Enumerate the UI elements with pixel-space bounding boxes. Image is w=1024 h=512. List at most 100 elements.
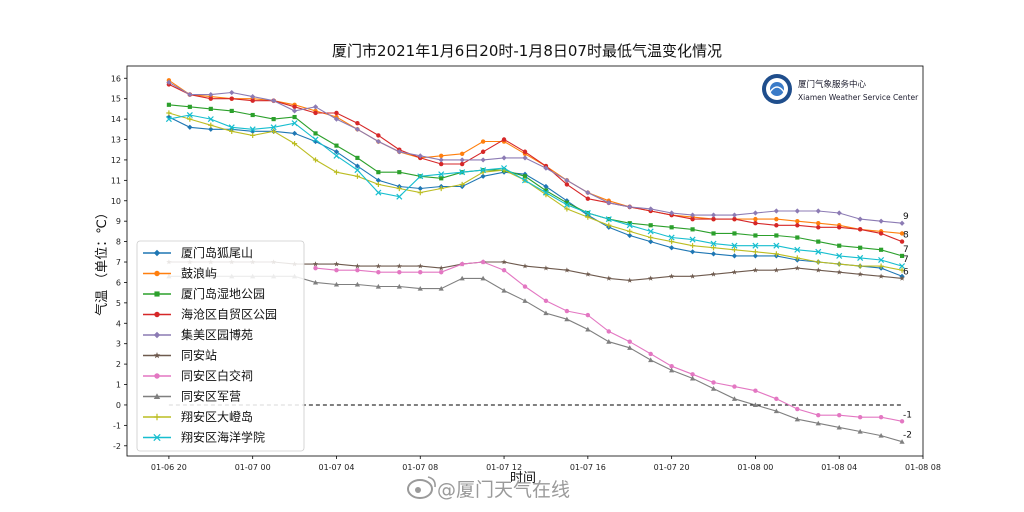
x-tick-label: 01-07 00 xyxy=(235,463,271,472)
legend-label: 翔安区大嶝岛 xyxy=(181,409,253,424)
data-point xyxy=(857,216,863,222)
legend: 厦门岛狐尾山鼓浪屿厦门岛湿地公园海沧区自贸区公园集美区园博苑同安站同安区白交祠同… xyxy=(136,240,305,452)
data-point xyxy=(376,170,381,175)
data-point xyxy=(773,242,780,249)
legend-box xyxy=(136,240,305,452)
legend-item: 翔安区大嶝岛 xyxy=(143,409,253,424)
data-point xyxy=(229,96,234,101)
data-point xyxy=(165,116,172,123)
data-point xyxy=(899,275,905,281)
data-point xyxy=(334,110,339,116)
data-point xyxy=(355,267,360,273)
data-point xyxy=(773,267,780,273)
data-point xyxy=(480,139,486,144)
data-point xyxy=(333,149,340,155)
data-point xyxy=(396,263,402,269)
data-point xyxy=(689,273,696,279)
data-point xyxy=(627,345,633,350)
data-point xyxy=(816,239,821,244)
data-point xyxy=(229,89,235,96)
data-point xyxy=(354,263,361,269)
data-point xyxy=(836,269,842,275)
data-point xyxy=(166,102,171,107)
data-point xyxy=(153,249,161,257)
data-point xyxy=(229,128,235,134)
data-point xyxy=(857,428,863,434)
data-point xyxy=(816,225,821,230)
data-point xyxy=(397,170,402,175)
data-point xyxy=(187,104,192,109)
x-axis-label: 时间 xyxy=(510,471,536,486)
data-point xyxy=(795,235,800,240)
data-point xyxy=(396,283,402,289)
data-point xyxy=(899,439,905,444)
legend-item: 鼓浪屿 xyxy=(143,266,217,281)
data-point xyxy=(417,263,423,269)
data-point xyxy=(606,200,612,206)
data-point xyxy=(878,231,884,236)
data-point xyxy=(438,171,445,178)
series-6 xyxy=(313,259,905,424)
data-point xyxy=(710,245,717,251)
data-point xyxy=(815,208,821,214)
data-point xyxy=(815,248,822,255)
data-point xyxy=(753,216,758,222)
data-point xyxy=(376,270,381,275)
data-point xyxy=(647,228,654,235)
data-point xyxy=(585,189,591,196)
x-axis-ticks: 01-06 20 01-07 00 01-07 04 01-07 08 01-07 12… xyxy=(151,456,941,472)
data-point xyxy=(312,157,319,163)
data-point xyxy=(313,265,318,271)
y-tick-label: 9 xyxy=(116,217,121,226)
data-point xyxy=(857,227,863,232)
weather-service-emblem-icon xyxy=(762,74,792,104)
legend-label: 同安区军营 xyxy=(181,389,241,404)
legend-item: 厦门岛狐尾山 xyxy=(143,245,253,260)
data-point xyxy=(501,267,507,273)
weibo-icon xyxy=(407,476,436,499)
data-point xyxy=(154,270,160,277)
data-point xyxy=(606,275,612,281)
data-point xyxy=(417,189,423,196)
legend-label: 海沧区自贸区公园 xyxy=(181,307,277,322)
data-point xyxy=(480,259,486,265)
data-point xyxy=(250,94,256,100)
data-point xyxy=(795,406,800,412)
watermark-text: @厦门天气在线 xyxy=(437,479,570,501)
data-point xyxy=(732,231,737,236)
data-point xyxy=(710,251,717,257)
data-point xyxy=(710,271,717,277)
data-point xyxy=(439,176,444,181)
end-labels: 7 8 9 6 -1 -2 7 xyxy=(903,212,912,440)
data-point xyxy=(774,396,779,402)
legend-label: 集美区园博苑 xyxy=(181,327,253,342)
data-point xyxy=(794,246,801,253)
data-point xyxy=(187,91,193,98)
data-point xyxy=(375,181,381,188)
data-point xyxy=(731,253,738,259)
data-point xyxy=(396,193,403,200)
data-point xyxy=(626,222,633,229)
y-tick-label: -1 xyxy=(113,421,121,430)
data-point xyxy=(816,221,821,226)
data-point xyxy=(333,281,340,287)
data-point xyxy=(501,165,508,172)
plot-frame xyxy=(126,65,924,457)
data-point xyxy=(154,373,160,379)
data-point xyxy=(627,339,632,344)
data-point xyxy=(753,388,758,393)
data-point xyxy=(208,126,214,132)
legend-label: 厦门岛狐尾山 xyxy=(181,245,253,260)
series-line xyxy=(168,114,903,267)
data-point xyxy=(354,163,361,169)
data-point xyxy=(438,185,444,192)
data-point xyxy=(154,291,160,297)
x-tick-label: 01-07 16 xyxy=(570,463,606,472)
data-point xyxy=(250,98,255,103)
y-tick-label: 1 xyxy=(116,381,121,390)
data-point xyxy=(334,267,339,273)
x-tick-label: 01-06 20 xyxy=(151,463,187,472)
data-point xyxy=(208,96,213,101)
data-point xyxy=(585,214,591,220)
